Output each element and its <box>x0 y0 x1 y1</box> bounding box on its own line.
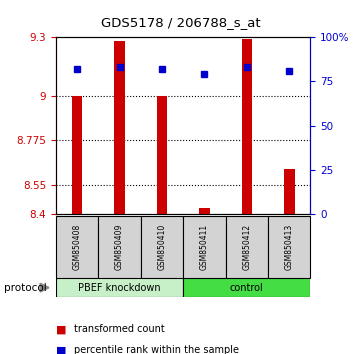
Text: PBEF knockdown: PBEF knockdown <box>78 282 161 293</box>
Text: GSM850411: GSM850411 <box>200 224 209 270</box>
Text: percentile rank within the sample: percentile rank within the sample <box>74 346 239 354</box>
Text: GSM850408: GSM850408 <box>73 224 82 270</box>
Bar <box>98 216 141 278</box>
Bar <box>183 216 226 278</box>
Text: control: control <box>230 282 264 293</box>
Text: GDS5178 / 206788_s_at: GDS5178 / 206788_s_at <box>101 16 260 29</box>
Text: GSM850413: GSM850413 <box>285 224 294 270</box>
Bar <box>56 278 183 297</box>
Bar <box>268 216 310 278</box>
Bar <box>183 278 310 297</box>
Bar <box>284 169 295 214</box>
Text: ■: ■ <box>56 324 66 334</box>
Bar <box>56 216 98 278</box>
Bar <box>141 216 183 278</box>
Bar <box>199 208 210 214</box>
Text: GSM850409: GSM850409 <box>115 224 124 270</box>
Bar <box>72 96 82 214</box>
Bar <box>242 39 252 214</box>
Text: ■: ■ <box>56 346 66 354</box>
Text: GSM850410: GSM850410 <box>157 224 166 270</box>
Bar <box>157 96 167 214</box>
Bar <box>226 216 268 278</box>
Bar <box>114 41 125 214</box>
Text: GSM850412: GSM850412 <box>242 224 251 270</box>
Text: transformed count: transformed count <box>74 324 165 334</box>
Text: protocol: protocol <box>4 282 46 293</box>
